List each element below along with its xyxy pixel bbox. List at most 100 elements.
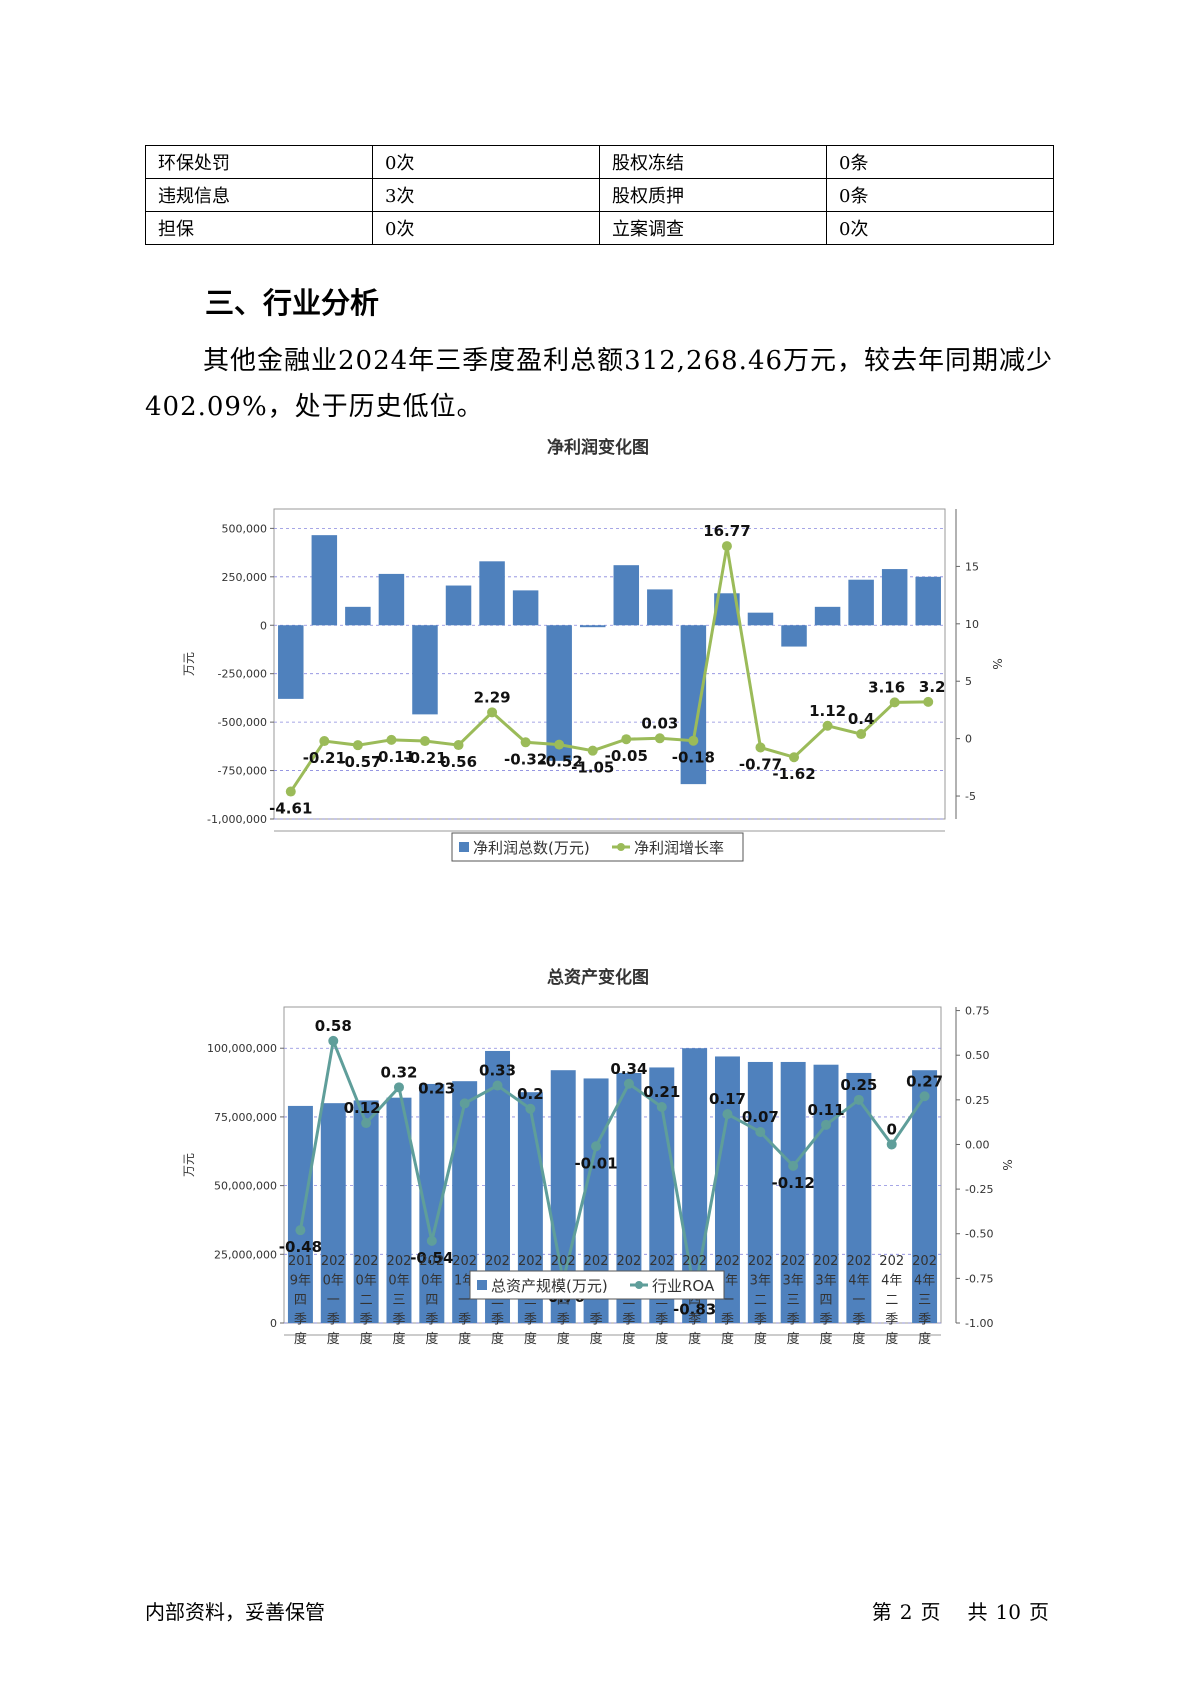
info-value: 3次 — [372, 178, 600, 212]
bar — [881, 569, 908, 626]
data-label: 0.56 — [440, 753, 477, 771]
x-tick-label-line: 三 — [392, 1293, 405, 1308]
series-point — [453, 740, 464, 751]
x-tick-label-line: 度 — [524, 1331, 537, 1347]
series-point — [361, 1118, 372, 1129]
left-tick-label: 25,000,000 — [214, 1248, 277, 1261]
x-tick-label-line: 度 — [820, 1331, 833, 1347]
x-tick-label-line: 度 — [392, 1331, 405, 1347]
x-tick-label-line: 度 — [918, 1331, 931, 1347]
data-label: 0.23 — [418, 1079, 455, 1097]
x-tick-label-line: 一 — [327, 1293, 340, 1308]
x-tick-label-line: 季 — [392, 1313, 405, 1328]
series-point — [919, 1091, 930, 1102]
bar — [412, 625, 438, 715]
x-tick-label-line: 度 — [327, 1331, 340, 1347]
series-line — [298, 1035, 926, 1293]
x-tick-label-line: 季 — [590, 1313, 603, 1328]
bar — [378, 573, 405, 626]
left-tick-label: -500,000 — [218, 716, 267, 729]
bar — [780, 1061, 806, 1323]
data-label: 0.11 — [808, 1101, 845, 1119]
info-value: 0条 — [826, 178, 1054, 212]
page-unit: 页 — [920, 1600, 941, 1624]
section-title: 三、行业分析 — [205, 286, 380, 320]
bar — [613, 565, 640, 626]
series-point — [554, 739, 565, 750]
series-point — [722, 1109, 733, 1120]
legend: 总资产规模(万元) 行业ROA — [469, 1270, 725, 1300]
legend-bar-label: 总资产规模(万元) — [491, 1277, 608, 1295]
left-axis-title: 万元 — [182, 1153, 196, 1177]
right-tick-label: 5 — [965, 675, 972, 688]
series-point — [623, 1078, 634, 1089]
data-label: -0.57 — [338, 753, 381, 771]
left-tick-label: 0 — [260, 619, 267, 632]
legend-box — [451, 832, 744, 862]
x-tick-label-line: 季 — [557, 1313, 570, 1328]
x-tick-label: 202 4年三季度 — [912, 1254, 937, 1347]
bar — [345, 606, 371, 626]
data-label: 0.25 — [840, 1076, 877, 1094]
info-table: 环保处罚 0次 股权冻结 0条 违规信息 3次 股权质押 0条 担保 0次 立案调查 0次 — [145, 145, 1054, 245]
x-tick-label-line: 季 — [885, 1313, 898, 1328]
x-tick-label-line: 度 — [688, 1331, 701, 1347]
net-profit-chart: 净利润变化图 500,000 250,000 0 -250,000 -500,000 -75… — [0, 425, 1191, 910]
x-tick-label-line: 度 — [557, 1331, 570, 1347]
x-tick-label-line: 3年 — [750, 1274, 771, 1289]
x-tick-label-line: 3年 — [815, 1274, 836, 1289]
series-point — [755, 1126, 766, 1137]
x-tick-label: 2021年三季度 — [518, 1254, 543, 1347]
x-tick-label-line: 季 — [852, 1313, 865, 1328]
legend-line-label: 净利润增长率 — [634, 839, 724, 857]
data-label: 0.21 — [643, 1083, 680, 1101]
info-label: 环保处罚 — [145, 145, 373, 179]
data-label: -0.52 — [540, 753, 583, 771]
series-point — [393, 1082, 404, 1093]
x-tick-label-line: 202 — [551, 1254, 576, 1269]
total-assets-chart-svg: 总资产变化图 100,000,000 75,000,000 50,000,000 25,… — [182, 967, 1014, 1347]
bar — [848, 579, 874, 626]
series-point — [788, 1160, 799, 1171]
bar — [846, 1072, 872, 1323]
page-number: 2 — [899, 1600, 913, 1624]
x-tick-label-line: 202 — [518, 1254, 543, 1269]
x-tick-label-line: 度 — [721, 1331, 734, 1347]
bar — [386, 1097, 412, 1323]
x-tick-label-line: 度 — [655, 1331, 668, 1347]
right-tick-label: -0.75 — [965, 1272, 993, 1285]
data-label: 2.29 — [474, 688, 511, 706]
bar — [747, 1061, 773, 1323]
data-label: 3.16 — [868, 678, 905, 696]
x-tick-label-line: 季 — [721, 1313, 734, 1328]
bar — [512, 590, 539, 626]
left-tick-label: 250,000 — [222, 571, 268, 584]
series-point — [886, 1139, 897, 1150]
x-tick-label-line: 季 — [655, 1313, 668, 1328]
x-tick-label-line: 度 — [852, 1331, 865, 1347]
x-tick-label-line: 季 — [918, 1313, 931, 1328]
x-tick-label-line: 202 — [452, 1254, 477, 1269]
info-label: 立案调查 — [599, 211, 827, 245]
left-tick-label: 0 — [270, 1317, 277, 1330]
data-label: -0.21 — [403, 749, 446, 767]
series-line — [289, 545, 929, 793]
series-point — [419, 736, 430, 747]
x-tick-label-line: 季 — [458, 1313, 471, 1328]
x-tick-label-line: 9年 — [290, 1274, 311, 1289]
data-label: 0 — [887, 1120, 897, 1138]
x-tick-label-line: 202 — [584, 1254, 609, 1269]
x-tick-label-line: 度 — [458, 1331, 471, 1347]
data-label: -0.54 — [410, 1249, 453, 1267]
series-point — [656, 1101, 667, 1112]
data-label: 0.33 — [479, 1062, 516, 1080]
info-label: 违规信息 — [145, 178, 373, 212]
data-label: 0.2 — [517, 1085, 544, 1103]
x-tick-label-line: 一 — [852, 1293, 865, 1308]
